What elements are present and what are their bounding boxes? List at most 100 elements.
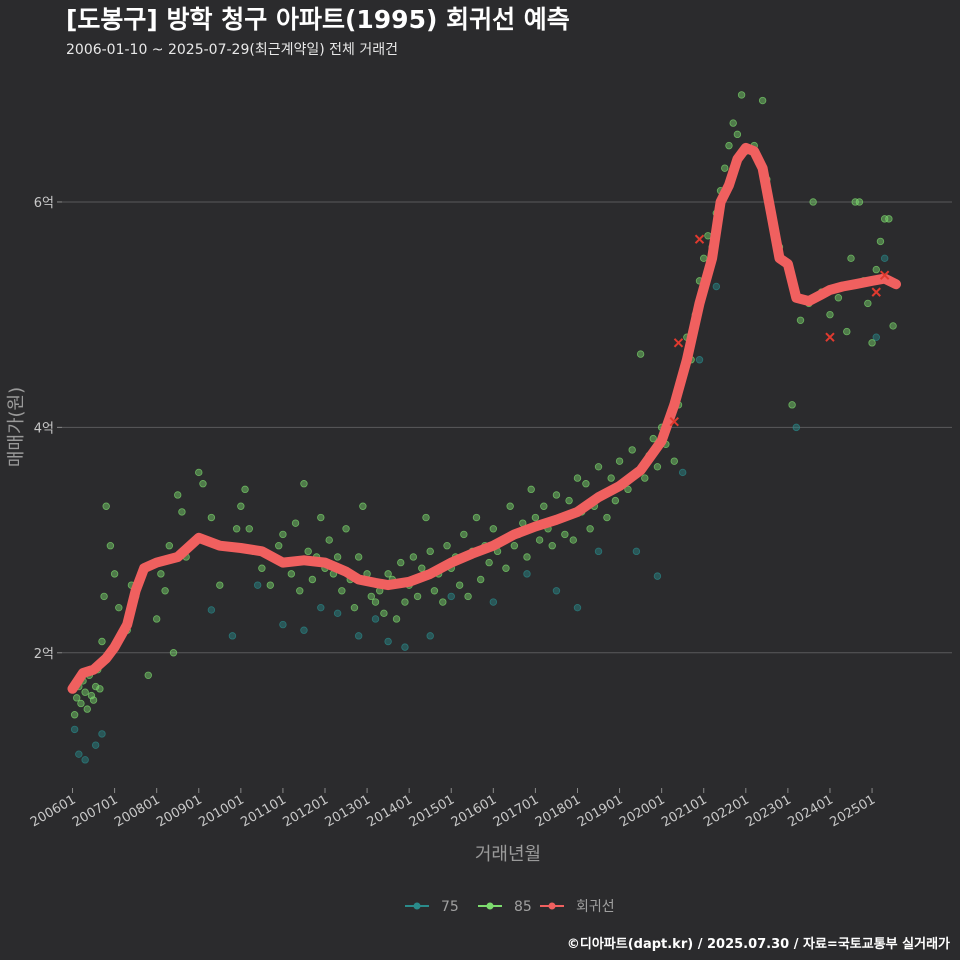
point-85-10 [91, 682, 100, 691]
point-85-162 [788, 401, 796, 409]
x-tick-label: 200801 [112, 792, 162, 830]
legend-label: 85 [514, 899, 532, 915]
point-85-177 [876, 237, 885, 246]
point-85-154 [733, 130, 742, 139]
point-85-125 [611, 496, 620, 505]
point-75-3 [91, 741, 100, 749]
point-85-169 [843, 327, 851, 336]
point-85-146 [700, 254, 708, 263]
point-85-25 [157, 570, 165, 578]
point-85-24 [152, 615, 161, 623]
point-85-151 [721, 164, 729, 172]
point-85-99 [502, 564, 510, 572]
point-85-77 [409, 553, 418, 561]
point-85-108 [540, 502, 548, 510]
x-tick-label: 201301 [323, 792, 373, 830]
point-85-34 [199, 480, 207, 488]
x-marker-0 [673, 338, 684, 348]
x-tick-label: 201701 [491, 792, 541, 830]
point-85-174 [864, 299, 872, 308]
x-tick-label: 202001 [617, 792, 667, 830]
x-markers [669, 234, 890, 427]
point-85-93 [476, 575, 485, 584]
point-85-110 [548, 541, 556, 550]
point-85-46 [279, 530, 287, 539]
point-75-12 [354, 632, 363, 640]
point-85-45 [275, 541, 283, 550]
chart-subtitle: 2006-01-10 ~ 2025-07-29(최근계약일) 전체 거래건 [66, 42, 398, 58]
point-85-85 [443, 541, 451, 550]
point-85-180 [889, 322, 897, 330]
point-75-18 [489, 598, 498, 606]
point-85-80 [422, 513, 430, 522]
x-axis-ticks: 2006012007012008012009012010012011012012… [28, 788, 878, 830]
legend-item-1: 85 [478, 899, 532, 915]
x-tick-label: 201501 [407, 792, 457, 830]
x-tick-label: 202501 [828, 792, 878, 830]
point-85-27 [165, 541, 174, 550]
point-85-51 [300, 480, 308, 488]
point-85-124 [607, 474, 615, 482]
point-85-16 [106, 541, 115, 550]
point-85-179 [885, 215, 893, 223]
point-85-95 [485, 558, 493, 567]
point-75-5 [207, 606, 216, 614]
legend-dot-0 [413, 902, 421, 910]
point-85-23 [144, 671, 152, 680]
point-85-33 [195, 468, 203, 477]
series-75 [70, 254, 889, 764]
point-85-153 [729, 119, 737, 127]
point-85-71 [384, 570, 392, 578]
point-85-63 [350, 603, 359, 612]
point-85-15 [102, 502, 110, 510]
point-75-23 [632, 547, 641, 556]
point-85-68 [371, 598, 380, 606]
point-75-11 [333, 609, 342, 618]
point-85-113 [561, 530, 569, 539]
point-85-134 [649, 434, 657, 443]
point-85-8 [87, 691, 96, 700]
point-85-1 [73, 694, 81, 702]
regression-line [67, 142, 901, 694]
x-tick-label: 202101 [659, 792, 709, 830]
point-85-43 [258, 564, 266, 572]
x-tick-label: 200601 [28, 792, 78, 830]
point-85-60 [338, 587, 346, 595]
point-75-21 [573, 603, 582, 612]
point-75-6 [228, 632, 237, 640]
legend: 75 85 회귀선 [405, 899, 615, 915]
point-85-48 [287, 570, 296, 578]
point-75-27 [712, 282, 721, 291]
point-85-116 [573, 474, 582, 482]
x-tick-label: 201601 [449, 792, 499, 830]
x-marker-3 [825, 332, 835, 342]
point-85-89 [460, 530, 468, 539]
point-75-8 [279, 620, 287, 629]
point-75-9 [300, 626, 308, 634]
point-85-44 [266, 581, 274, 589]
point-85-128 [624, 485, 632, 494]
point-85-155 [737, 91, 746, 99]
point-75-15 [401, 643, 409, 651]
x-tick-label: 200901 [154, 792, 204, 830]
legend-label: 75 [441, 899, 459, 915]
point-85-39 [237, 502, 245, 510]
point-85-175 [868, 339, 876, 347]
point-85-52 [304, 547, 312, 556]
point-85-107 [535, 536, 544, 544]
point-75-24 [653, 572, 662, 580]
x-marker-2 [694, 234, 705, 244]
legend-dot-2 [548, 902, 556, 910]
point-85-92 [472, 513, 481, 522]
x-tick-label: 201401 [365, 792, 415, 830]
point-85-49 [291, 519, 300, 527]
point-85-14 [100, 592, 108, 601]
point-85-165 [809, 198, 817, 206]
point-85-88 [455, 581, 464, 589]
x-marker-1 [669, 417, 679, 427]
point-85-41 [245, 525, 253, 533]
point-85-114 [565, 496, 573, 505]
point-85-152 [725, 141, 733, 150]
point-85-163 [796, 316, 805, 325]
